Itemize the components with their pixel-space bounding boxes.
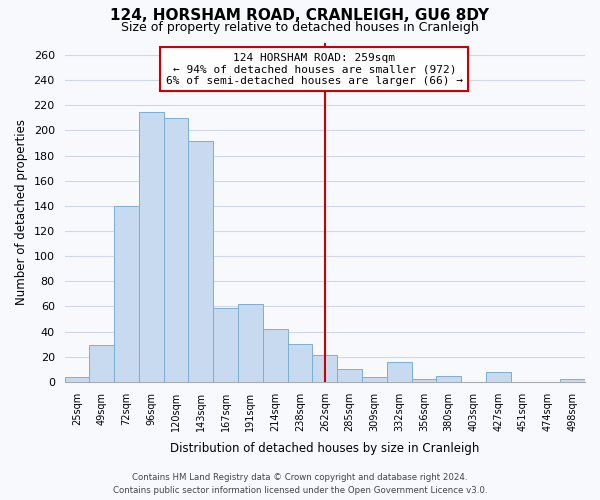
Bar: [263, 329, 287, 382]
Bar: [164, 118, 188, 382]
Bar: [89, 346, 114, 382]
Text: 124, HORSHAM ROAD, CRANLEIGH, GU6 8DY: 124, HORSHAM ROAD, CRANLEIGH, GU6 8DY: [110, 8, 490, 22]
Bar: [188, 140, 213, 382]
Bar: [486, 372, 511, 382]
Bar: [560, 380, 585, 382]
Y-axis label: Number of detached properties: Number of detached properties: [15, 119, 28, 305]
Bar: [238, 304, 263, 382]
Bar: [287, 344, 313, 382]
Bar: [337, 369, 362, 382]
Text: Contains HM Land Registry data © Crown copyright and database right 2024.
Contai: Contains HM Land Registry data © Crown c…: [113, 473, 487, 495]
Bar: [436, 376, 461, 382]
Bar: [213, 308, 238, 382]
Bar: [139, 112, 164, 382]
Bar: [362, 377, 387, 382]
Bar: [412, 380, 436, 382]
Bar: [114, 206, 139, 382]
Bar: [313, 356, 337, 382]
Bar: [387, 362, 412, 382]
Text: Size of property relative to detached houses in Cranleigh: Size of property relative to detached ho…: [121, 22, 479, 35]
X-axis label: Distribution of detached houses by size in Cranleigh: Distribution of detached houses by size …: [170, 442, 479, 455]
Bar: [65, 377, 89, 382]
Text: 124 HORSHAM ROAD: 259sqm
← 94% of detached houses are smaller (972)
6% of semi-d: 124 HORSHAM ROAD: 259sqm ← 94% of detach…: [166, 52, 463, 86]
